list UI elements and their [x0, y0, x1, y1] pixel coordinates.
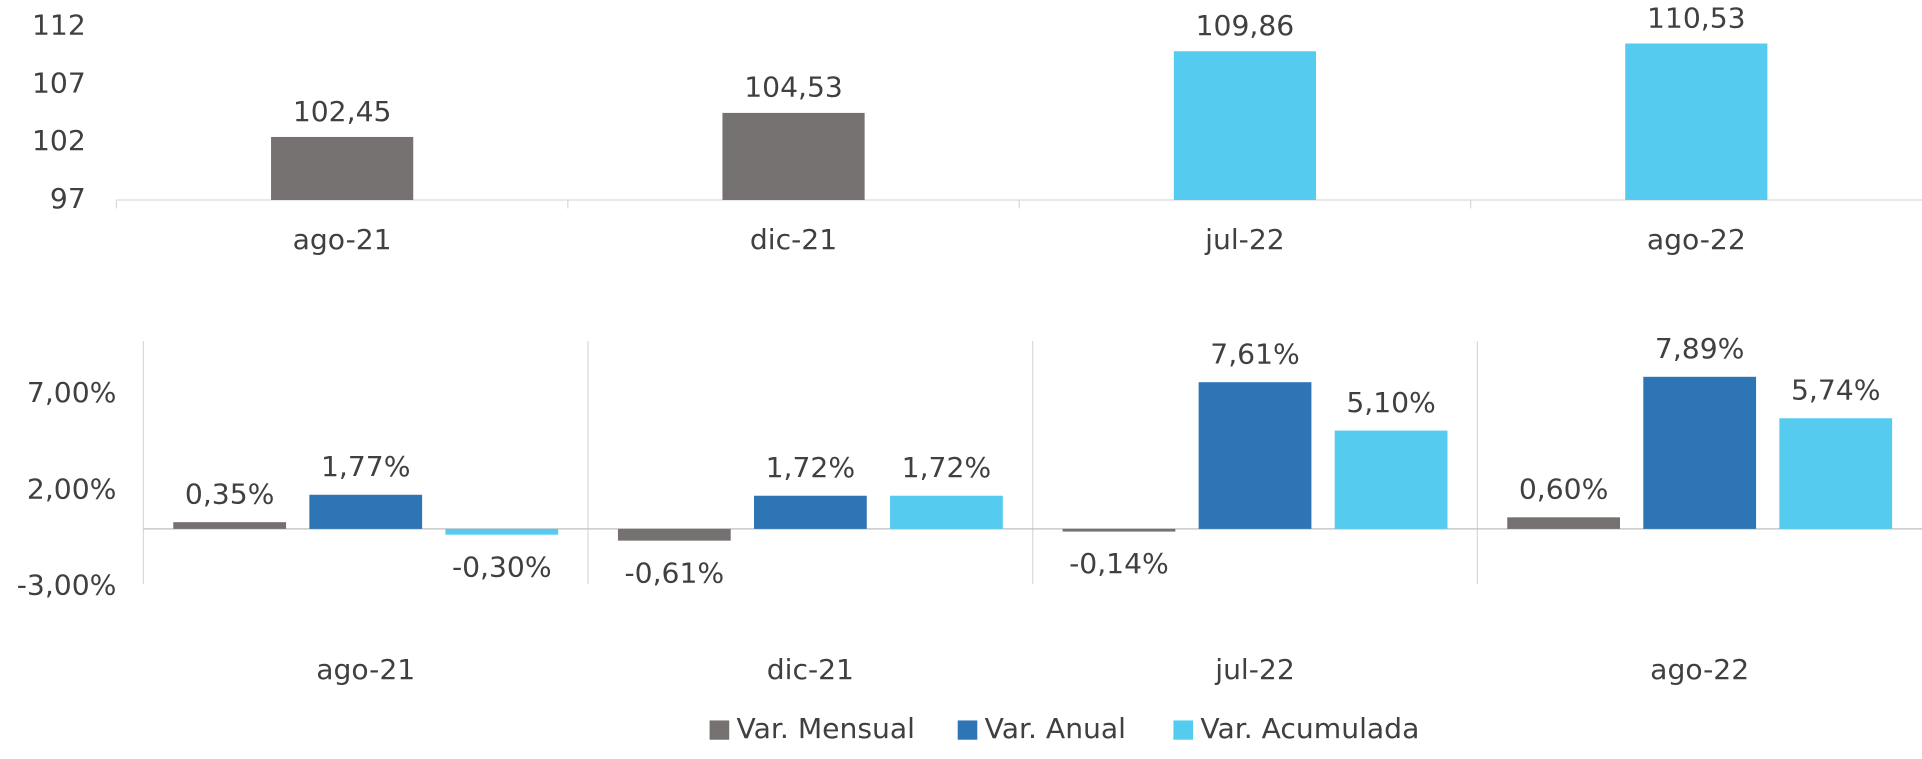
- legend-label: Var. Acumulada: [1200, 712, 1419, 745]
- bar: [309, 494, 423, 529]
- data-label: 0,60%: [1519, 473, 1609, 506]
- legend-label: Var. Anual: [985, 712, 1126, 745]
- data-label: 1,77%: [321, 450, 411, 483]
- data-label: 110,53: [1647, 2, 1746, 35]
- data-label: 7,89%: [1655, 332, 1745, 365]
- data-label: -0,61%: [624, 557, 724, 590]
- data-label: 1,72%: [902, 451, 992, 484]
- legend-label: Var. Mensual: [737, 712, 915, 745]
- legend-swatch: [1173, 720, 1194, 740]
- x-tick-label: dic-21: [767, 653, 854, 686]
- bar: [753, 495, 867, 529]
- x-tick-label: dic-21: [750, 223, 837, 256]
- data-label: 1,72%: [766, 451, 856, 484]
- bar: [1334, 430, 1448, 529]
- bar: [445, 528, 559, 535]
- data-label: 0,35%: [185, 478, 275, 511]
- data-label: 109,86: [1196, 9, 1295, 42]
- data-label: 7,61%: [1210, 338, 1300, 371]
- bar: [1625, 43, 1768, 200]
- y-tick-label: 2,00%: [27, 472, 117, 505]
- y-tick-label: 97: [50, 182, 86, 215]
- bar: [722, 112, 865, 200]
- bar: [617, 528, 731, 541]
- x-tick-label: jul-22: [1204, 223, 1285, 256]
- legend-swatch: [709, 720, 730, 740]
- data-label: -0,14%: [1069, 547, 1169, 580]
- data-label: -0,30%: [452, 551, 552, 584]
- bar: [1173, 51, 1317, 200]
- bar: [271, 136, 414, 200]
- x-tick-label: jul-22: [1214, 653, 1295, 686]
- data-label: 5,74%: [1791, 374, 1881, 407]
- x-tick-label: ago-22: [1647, 223, 1746, 256]
- bar: [1507, 517, 1621, 529]
- bar: [1198, 382, 1312, 529]
- y-tick-label: 102: [32, 124, 86, 157]
- bar: [1062, 528, 1176, 532]
- legend-swatch: [957, 720, 978, 740]
- x-tick-label: ago-21: [316, 653, 415, 686]
- bar: [1643, 376, 1757, 529]
- x-tick-label: ago-21: [293, 223, 392, 256]
- bar: [1779, 418, 1893, 529]
- data-label: 102,45: [293, 95, 392, 128]
- data-label: 5,10%: [1346, 386, 1436, 419]
- bar: [890, 495, 1003, 529]
- y-tick-label: 112: [32, 9, 86, 42]
- data-label: 104,53: [744, 71, 843, 104]
- y-tick-label: 107: [32, 66, 86, 99]
- y-tick-label: 7,00%: [27, 376, 117, 409]
- x-tick-label: ago-22: [1650, 653, 1749, 686]
- y-tick-label: -3,00%: [17, 569, 117, 602]
- bar: [173, 522, 287, 529]
